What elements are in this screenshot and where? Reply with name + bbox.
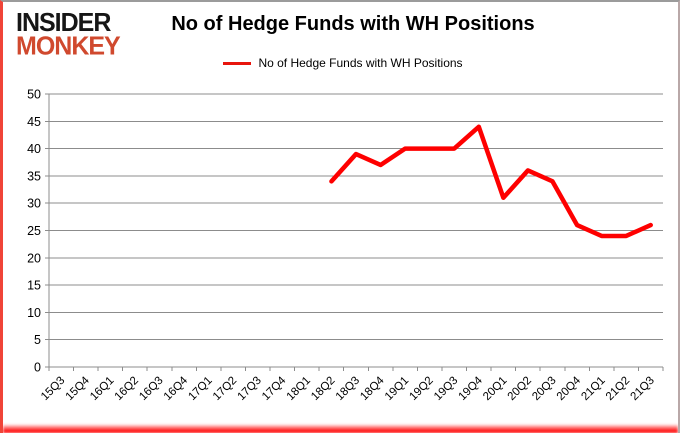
logo-text-monkey: MONKEY [16, 31, 121, 61]
line-chart-plot: 0 5 10 15 20 25 30 35 40 45 50 15Q315Q416Q116Q216Q3… [27, 88, 664, 403]
x-tick-label: 21Q1 [579, 375, 607, 403]
y-tick-label: 30 [27, 197, 41, 211]
x-tick-label: 20Q1 [481, 375, 509, 403]
x-tick-label: 20Q2 [506, 375, 534, 403]
x-tick-label: 17Q4 [260, 374, 289, 403]
y-tick-label: 40 [27, 142, 41, 156]
x-tick-label: 20Q3 [530, 375, 558, 403]
x-tick-label: 18Q3 [334, 375, 362, 403]
x-tick-label: 16Q2 [113, 375, 141, 403]
x-tick-label: 19Q3 [432, 375, 460, 403]
y-tick-label: 45 [27, 115, 41, 129]
legend-label: No of Hedge Funds with WH Positions [258, 56, 463, 70]
y-tick-label: 10 [27, 306, 41, 320]
data-line [329, 124, 653, 239]
x-tick-label: 20Q4 [555, 374, 584, 403]
y-tick-label: 50 [27, 88, 41, 102]
x-tick-label: 21Q3 [628, 375, 656, 403]
y-tick-label: 15 [27, 279, 41, 293]
y-tick-label: 0 [34, 361, 41, 375]
x-tick-label: 18Q1 [285, 375, 313, 403]
y-tick-label: 20 [27, 251, 41, 265]
y-tick-label: 25 [27, 224, 41, 238]
x-tick-label: 19Q2 [407, 375, 435, 403]
x-tick-label: 15Q4 [64, 374, 93, 403]
y-tick-label: 5 [34, 333, 41, 347]
y-tick-label: 35 [27, 169, 41, 183]
x-tick-label: 18Q4 [358, 374, 387, 403]
x-tick-label: 17Q1 [186, 375, 214, 403]
x-tick-label: 16Q4 [162, 374, 191, 403]
legend-line-swatch [223, 61, 252, 65]
x-tick-label: 21Q2 [604, 375, 632, 403]
insider-monkey-logo: INSIDER MONKEY [16, 7, 121, 61]
x-tick-label: 19Q4 [457, 374, 486, 403]
x-tick-label: 19Q1 [383, 375, 411, 403]
logo-text-insider: INSIDER [16, 7, 111, 37]
x-tick-label: 18Q2 [309, 375, 337, 403]
x-tick-label: 16Q3 [137, 375, 165, 403]
x-tick-label: 17Q3 [235, 375, 263, 403]
x-tick-label: 15Q3 [39, 375, 67, 403]
x-tick-label: 17Q2 [211, 375, 239, 403]
x-tick-label: 16Q1 [88, 375, 116, 403]
chart-title: No of Hedge Funds with WH Positions [171, 13, 535, 35]
chart-legend: No of Hedge Funds with WH Positions [3, 55, 678, 71]
